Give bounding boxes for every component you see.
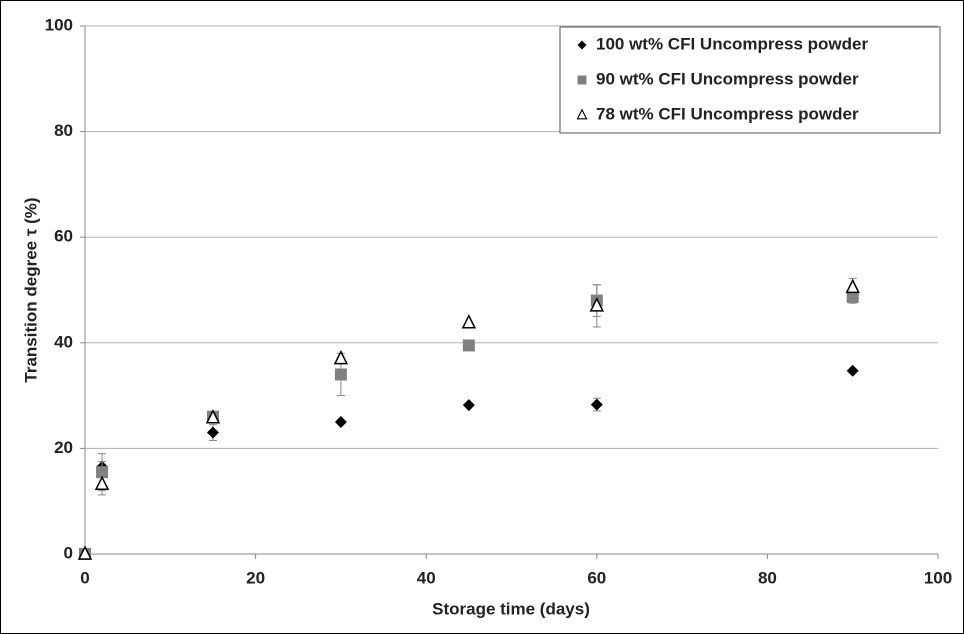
point (333, 349, 349, 365)
point (205, 409, 221, 424)
point (334, 416, 347, 428)
legend-label: 100 wt% CFI Uncompress powder (596, 34, 868, 53)
legend-label: 78 wt% CFI Uncompress powder (596, 104, 859, 123)
legend-marker (577, 40, 587, 50)
legend-label: 90 wt% CFI Uncompress powder (596, 69, 859, 88)
point (94, 475, 110, 491)
y-axis-label: Transition degree τ (%) (21, 197, 40, 382)
point (206, 426, 219, 439)
y-tick-label: 40 (54, 332, 73, 351)
x-tick-label: 100 (924, 568, 952, 587)
point (589, 297, 605, 312)
y-tick-label: 100 (45, 15, 73, 34)
point (96, 466, 109, 479)
x-tick-label: 0 (80, 568, 89, 587)
legend-box (559, 26, 941, 134)
point (461, 314, 477, 329)
y-tick-label: 0 (64, 543, 73, 562)
legend-marker (577, 75, 587, 85)
point (462, 399, 475, 412)
x-tick-label: 40 (417, 568, 436, 587)
point (845, 278, 860, 294)
point (590, 398, 603, 411)
point (846, 290, 859, 303)
x-tick-label: 60 (587, 568, 606, 587)
y-tick-label: 80 (54, 121, 73, 140)
y-tick-label: 20 (54, 438, 73, 457)
point (77, 545, 93, 560)
x-axis-label: Storage time (days) (432, 599, 590, 618)
x-tick-label: 20 (246, 568, 265, 587)
legend: 100 wt% CFI Uncompress powder 90 wt% CFI … (559, 26, 941, 134)
legend-marker (576, 108, 588, 120)
y-tick-label: 60 (54, 227, 73, 246)
x-tick-label: 80 (758, 568, 777, 587)
point (334, 368, 347, 381)
point (462, 339, 475, 352)
point (846, 364, 859, 377)
